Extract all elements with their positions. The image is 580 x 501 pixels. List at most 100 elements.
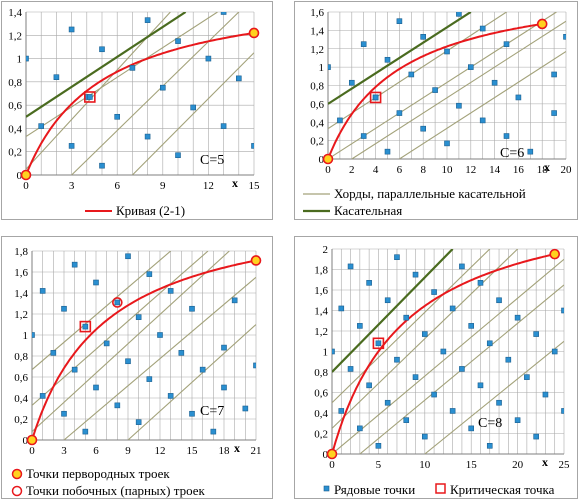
legend-c6: Хорды, параллельные касательной Касатель… <box>303 186 526 218</box>
ordinary-point <box>384 56 391 63</box>
ordinary-point <box>449 305 456 312</box>
ordinary-point <box>114 113 120 120</box>
ordinary-point <box>505 356 512 363</box>
chart-c6: 0 2 4 6 8 10 12 14 16 18 20 0 0,2 0,4 0,6 0,8 1 1,2 1,4 1,6… <box>310 7 572 176</box>
c-value-label: C=7 <box>200 404 224 419</box>
y-tick-label: 0,8 <box>314 367 328 379</box>
ordinary-point <box>338 408 345 414</box>
plot-area <box>332 249 564 454</box>
ordinary-point <box>144 133 151 140</box>
y-tick-label: 1,2 <box>14 309 28 321</box>
ordinary-point <box>468 323 475 329</box>
ordinary-point <box>189 410 195 417</box>
y-tick-label: 0 <box>323 449 329 461</box>
critical-point-core <box>372 94 379 101</box>
ordinary-point <box>440 348 447 355</box>
legend-side-label: Точки побочных (парных) троек <box>26 483 205 498</box>
ordinary-point <box>524 374 530 380</box>
ordinary-point <box>231 297 238 304</box>
ordinary-point <box>431 391 437 398</box>
ordinary-point <box>533 433 539 440</box>
ordinary-point <box>38 123 45 129</box>
x-tick-label: 10 <box>419 459 431 471</box>
ordinary-point <box>103 340 110 347</box>
x-tick-label: 18 <box>219 445 231 457</box>
y-tick-label: 2 <box>323 244 329 256</box>
chord-line <box>127 324 256 440</box>
legend-c5: Кривая (2-1) <box>85 203 185 218</box>
ordinary-point <box>360 133 367 139</box>
ordinary-point <box>503 41 510 47</box>
x-tick-label: 25 <box>559 459 571 471</box>
ordinary-point <box>503 133 510 139</box>
ordinary-point <box>26 55 29 62</box>
ordinary-point <box>491 79 498 86</box>
ordinary-point <box>431 289 437 295</box>
y-tick-label: 0,6 <box>8 100 22 112</box>
chord-line <box>399 51 566 159</box>
chord-line <box>332 258 564 454</box>
chord-line <box>32 251 172 371</box>
ordinary-point <box>160 84 166 91</box>
x-tick-label: 5 <box>376 459 382 471</box>
ordinary-point <box>384 297 391 304</box>
y-tick-label: 1,4 <box>314 306 328 318</box>
ordinary-point <box>486 340 493 347</box>
ordinary-point <box>71 366 78 373</box>
y-tick-label: 1,8 <box>14 246 28 258</box>
ordinary-point <box>403 314 410 321</box>
curve-2-1 <box>32 259 256 440</box>
critical-point-core <box>87 94 93 100</box>
ordinary-point <box>394 254 400 260</box>
ordinary-point <box>175 38 181 44</box>
critical-point <box>369 91 382 104</box>
ordinary-point <box>220 12 227 15</box>
ordinary-point <box>496 297 502 304</box>
ordinary-point <box>82 428 89 435</box>
chart-c8: 0 5 10 15 20 25 0 0,2 0,4 0,6 0,8 1 1,2 1,4 1,6 1,8 2 x C=… <box>314 244 570 471</box>
ordinary-point <box>394 356 400 363</box>
ordinary-point <box>93 279 99 286</box>
critical-point <box>84 91 96 103</box>
y-tick-label: 0,8 <box>310 81 324 93</box>
legend-chords-label: Хорды, параллельные касательной <box>334 186 526 201</box>
ordinary-point <box>253 362 256 369</box>
x-tick-label: 16 <box>513 164 525 176</box>
y-tick-label: 0,6 <box>310 99 324 111</box>
ordinary-point <box>563 34 566 40</box>
legend-ordinary-label: Рядовые точки <box>334 482 415 497</box>
x-tick-label: 12 <box>203 180 214 192</box>
ordinary-point <box>53 74 60 80</box>
ordinary-point <box>396 18 403 24</box>
chord-line <box>132 52 254 175</box>
x-tick-label: 3 <box>69 180 75 192</box>
ordinary-point <box>421 331 428 337</box>
chord-line <box>63 276 256 440</box>
ordinary-point <box>496 399 502 406</box>
ordinary-point <box>357 323 363 329</box>
ordinary-point <box>210 428 217 435</box>
ordinary-point <box>515 94 522 101</box>
ordinary-point <box>146 271 153 277</box>
tangent-line <box>328 12 472 105</box>
x-tick-label: 8 <box>420 164 426 176</box>
y-tick-label: 0 <box>319 154 325 166</box>
ordinary-point <box>93 384 99 391</box>
legend-c7: Точки первородных троек Точки побочных (… <box>11 466 205 498</box>
x-tick-label: 15 <box>249 180 261 192</box>
primitive-triple-point <box>326 448 338 460</box>
y-tick-label: 0,2 <box>310 136 324 148</box>
y-tick-label: 1 <box>319 62 325 74</box>
ordinary-point <box>456 12 462 17</box>
ordinary-point <box>551 71 557 78</box>
ordinary-point <box>542 391 549 398</box>
plot-area <box>32 251 256 440</box>
primitive-triple-point <box>549 248 561 260</box>
ordinary-point <box>189 305 195 312</box>
ordinary-point <box>412 374 419 380</box>
ordinary-point <box>444 48 450 55</box>
ordinary-point <box>135 314 142 320</box>
ordinary-point <box>459 366 465 372</box>
ordinary-point <box>347 263 354 270</box>
